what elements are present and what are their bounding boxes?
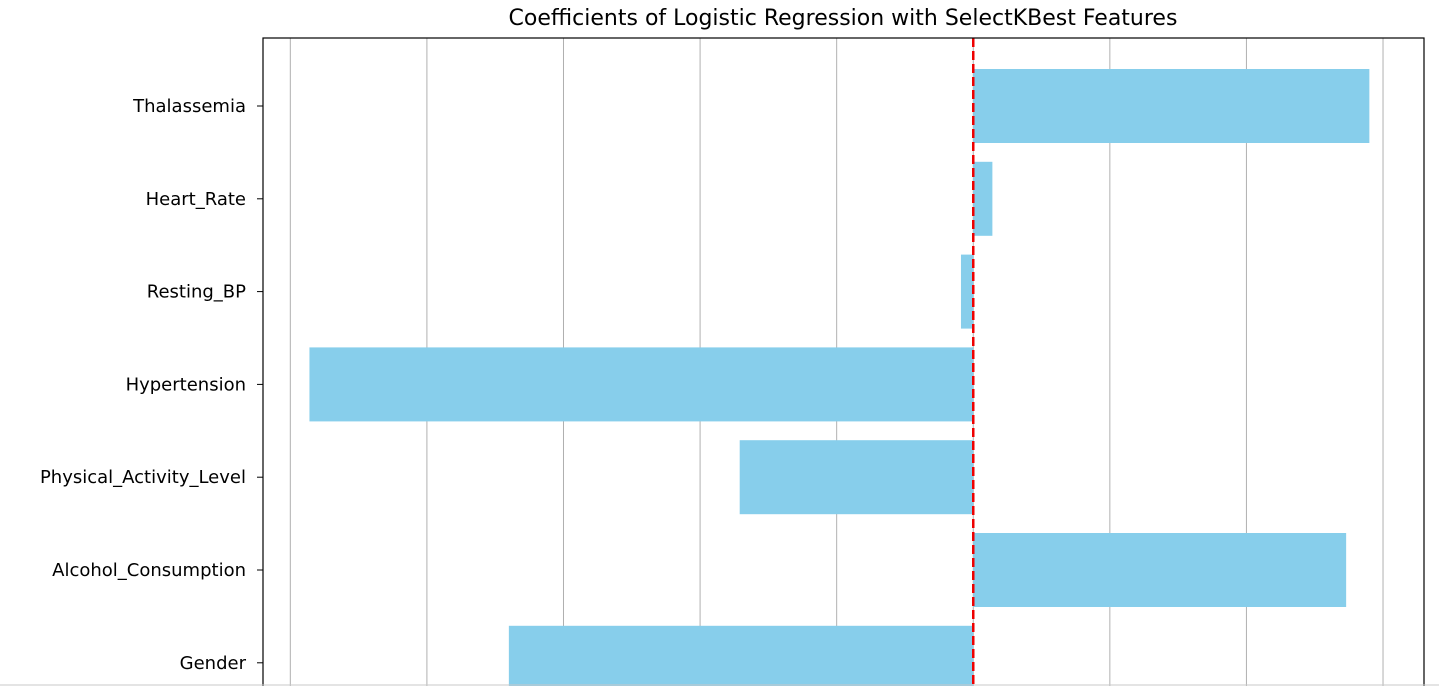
chart-title: Coefficients of Logistic Regression with… bbox=[509, 6, 1178, 31]
y-tick-label: Hypertension bbox=[126, 374, 246, 395]
bar-resting-bp bbox=[960, 254, 974, 329]
bar-hypertension bbox=[309, 347, 974, 422]
bar-alcohol-consumption bbox=[973, 533, 1347, 607]
bar-gender bbox=[508, 625, 974, 686]
plot-frame bbox=[262, 37, 1425, 686]
y-tick-label: Resting_BP bbox=[147, 282, 246, 303]
bar-physical-activity-level bbox=[739, 440, 974, 515]
bar-heart-rate bbox=[973, 161, 993, 236]
y-tick-label: Alcohol_Consumption bbox=[52, 560, 246, 581]
y-tick-label: Heart_Rate bbox=[146, 189, 246, 210]
y-tick-label: Thalassemia bbox=[132, 96, 246, 117]
y-tick-labels: Thalassemia Heart_Rate Resting_BP Hypertens… bbox=[40, 96, 263, 674]
y-tick-label: Gender bbox=[180, 653, 247, 674]
bar-thalassemia bbox=[973, 69, 1370, 143]
y-tick-label: Physical_Activity_Level bbox=[40, 467, 246, 488]
bar-series bbox=[309, 69, 1370, 686]
